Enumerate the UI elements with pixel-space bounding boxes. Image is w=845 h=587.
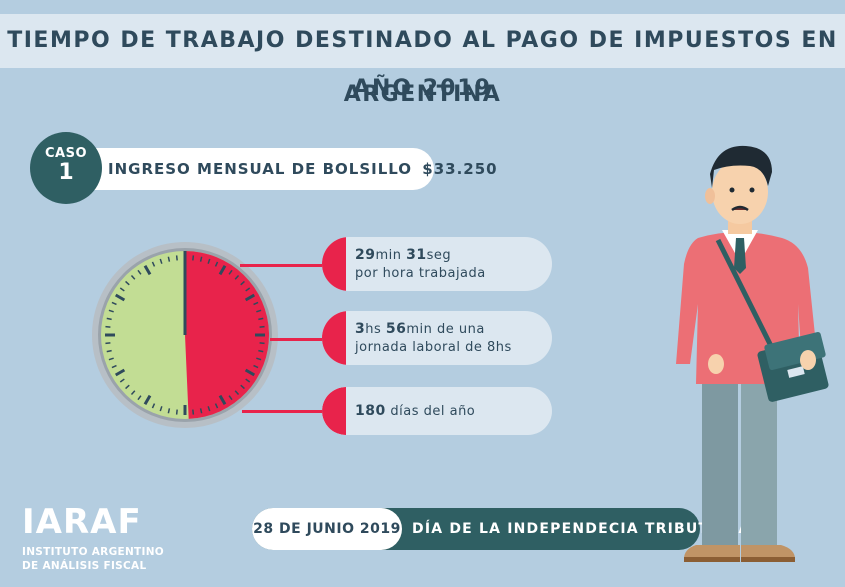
fact-marker <box>322 387 346 435</box>
stopwatch-tick <box>137 395 142 401</box>
stopwatch-tick <box>125 384 130 390</box>
income-pill <box>64 148 434 190</box>
fact-marker <box>322 237 346 291</box>
stopwatch-tick <box>244 293 256 302</box>
fact-1-line2: por hora trabajada <box>355 265 486 281</box>
fact-1-minutes: 29 <box>355 246 376 263</box>
stopwatch-tick <box>207 258 211 264</box>
logo-line-2: DE ANÁLISIS FISCAL <box>22 560 147 572</box>
stopwatch-tick <box>106 349 112 353</box>
stopwatch-tick <box>143 264 152 276</box>
fact-3-days: 180 <box>355 402 386 419</box>
stopwatch-tick <box>259 342 265 345</box>
stopwatch-graphic <box>92 242 278 428</box>
connector-1 <box>240 264 326 267</box>
stopwatch-tick <box>151 261 156 267</box>
stopwatch-tick <box>125 280 130 286</box>
stopwatch-red-sector <box>185 251 270 419</box>
stopwatch-tick <box>119 287 125 292</box>
stopwatch-tick <box>228 269 233 275</box>
iaraf-logo: IARAF <box>22 502 142 542</box>
income-label: INGRESO MENSUAL DE BOLSILLO <box>108 160 413 178</box>
page-title: TIEMPO DE TRABAJO DESTINADO AL PAGO DE I… <box>7 28 838 107</box>
stopwatch-tick <box>105 342 111 345</box>
stopwatch-tick <box>258 349 264 353</box>
stopwatch-tick <box>218 264 227 276</box>
stopwatch-tick <box>214 403 219 409</box>
stopwatch-tick <box>143 394 152 406</box>
connector-3 <box>242 410 326 413</box>
stopwatch-tick <box>253 301 259 306</box>
stopwatch-tick <box>256 309 262 313</box>
stopwatch-tick <box>111 301 117 306</box>
stopwatch-tick <box>214 261 219 267</box>
stopwatch-tick <box>119 378 125 383</box>
stopwatch-ticks <box>105 255 265 415</box>
fact-3-unit: días del año <box>385 403 476 419</box>
case-label: CASO <box>44 146 87 161</box>
stopwatch-tick <box>159 258 163 264</box>
connector-2 <box>270 338 326 341</box>
stopwatch-tick <box>245 378 251 383</box>
stopwatch-tick <box>253 364 259 369</box>
fact-1-seconds: 31 <box>406 246 427 263</box>
fact-1-unit1: min <box>375 247 407 263</box>
stopwatch-tick <box>175 255 178 261</box>
stopwatch-tick <box>108 309 114 313</box>
fact-2-unit1: hs <box>365 321 386 337</box>
stopwatch-tick <box>105 325 111 328</box>
stopwatch-tick <box>245 287 251 292</box>
man-with-bag-illustration <box>676 145 829 562</box>
stopwatch-tick <box>234 390 240 395</box>
stopwatch-tick <box>130 390 136 395</box>
stopwatch-tick <box>175 409 178 415</box>
income-text: INGRESO MENSUAL DE BOLSILLO $33.250 <box>108 148 498 190</box>
fact-card-2: 3hs 56min de una jornada laboral de 8hs <box>322 311 552 365</box>
stopwatch-tick <box>111 364 117 369</box>
stopwatch-tick <box>207 406 211 412</box>
stopwatch-tick <box>199 408 203 414</box>
stopwatch-tick <box>199 256 203 262</box>
stopwatch-tick <box>151 403 156 409</box>
stopwatch-tick <box>159 406 163 412</box>
fact-marker <box>322 311 346 365</box>
fact-card-1: 29min 31seg por hora trabajada <box>322 237 552 291</box>
title-banner: TIEMPO DE TRABAJO DESTINADO AL PAGO DE I… <box>0 14 845 107</box>
fact-2-line2: jornada laboral de 8hs <box>355 339 512 355</box>
stopwatch-tick <box>192 409 195 415</box>
income-value: $33.250 <box>422 160 498 178</box>
fact-2-hours: 3 <box>355 320 366 337</box>
stopwatch-tick <box>108 357 114 361</box>
stopwatch-tick <box>228 395 233 401</box>
stopwatch-tick <box>106 317 112 321</box>
stopwatch-tick <box>234 275 240 280</box>
stopwatch-tick <box>137 269 142 275</box>
stopwatch-tick <box>218 394 227 406</box>
fact-1-unit2: seg <box>426 247 452 263</box>
stopwatch-tick <box>167 256 171 262</box>
independence-label: DÍA DE LA INDEPENDECIA TRIBUTARIA <box>412 521 751 537</box>
stopwatch-tick <box>258 317 264 321</box>
fact-card-3: 180 días del año <box>322 387 552 435</box>
logo-line-1: INSTITUTO ARGENTINO <box>22 546 165 558</box>
independence-date: 28 DE JUNIO 2019 <box>252 508 402 550</box>
stopwatch-tick <box>114 368 126 377</box>
stopwatch-tick <box>259 325 265 328</box>
stopwatch-tick <box>240 280 245 286</box>
case-number: 1 <box>58 160 74 185</box>
year-subtitle: AÑO 2019 <box>352 76 493 101</box>
fact-2-unit2: min de una <box>406 321 485 337</box>
stopwatch-tick <box>240 384 245 390</box>
case-badge: CASO 1 <box>30 132 102 204</box>
stopwatch-tick <box>244 368 256 377</box>
stopwatch-tick <box>114 293 126 302</box>
stopwatch-tick <box>256 357 262 361</box>
fact-2-minutes: 56 <box>385 320 407 337</box>
stopwatch-tick <box>192 255 195 261</box>
stopwatch-tick <box>130 275 136 280</box>
stopwatch-tick <box>167 408 171 414</box>
